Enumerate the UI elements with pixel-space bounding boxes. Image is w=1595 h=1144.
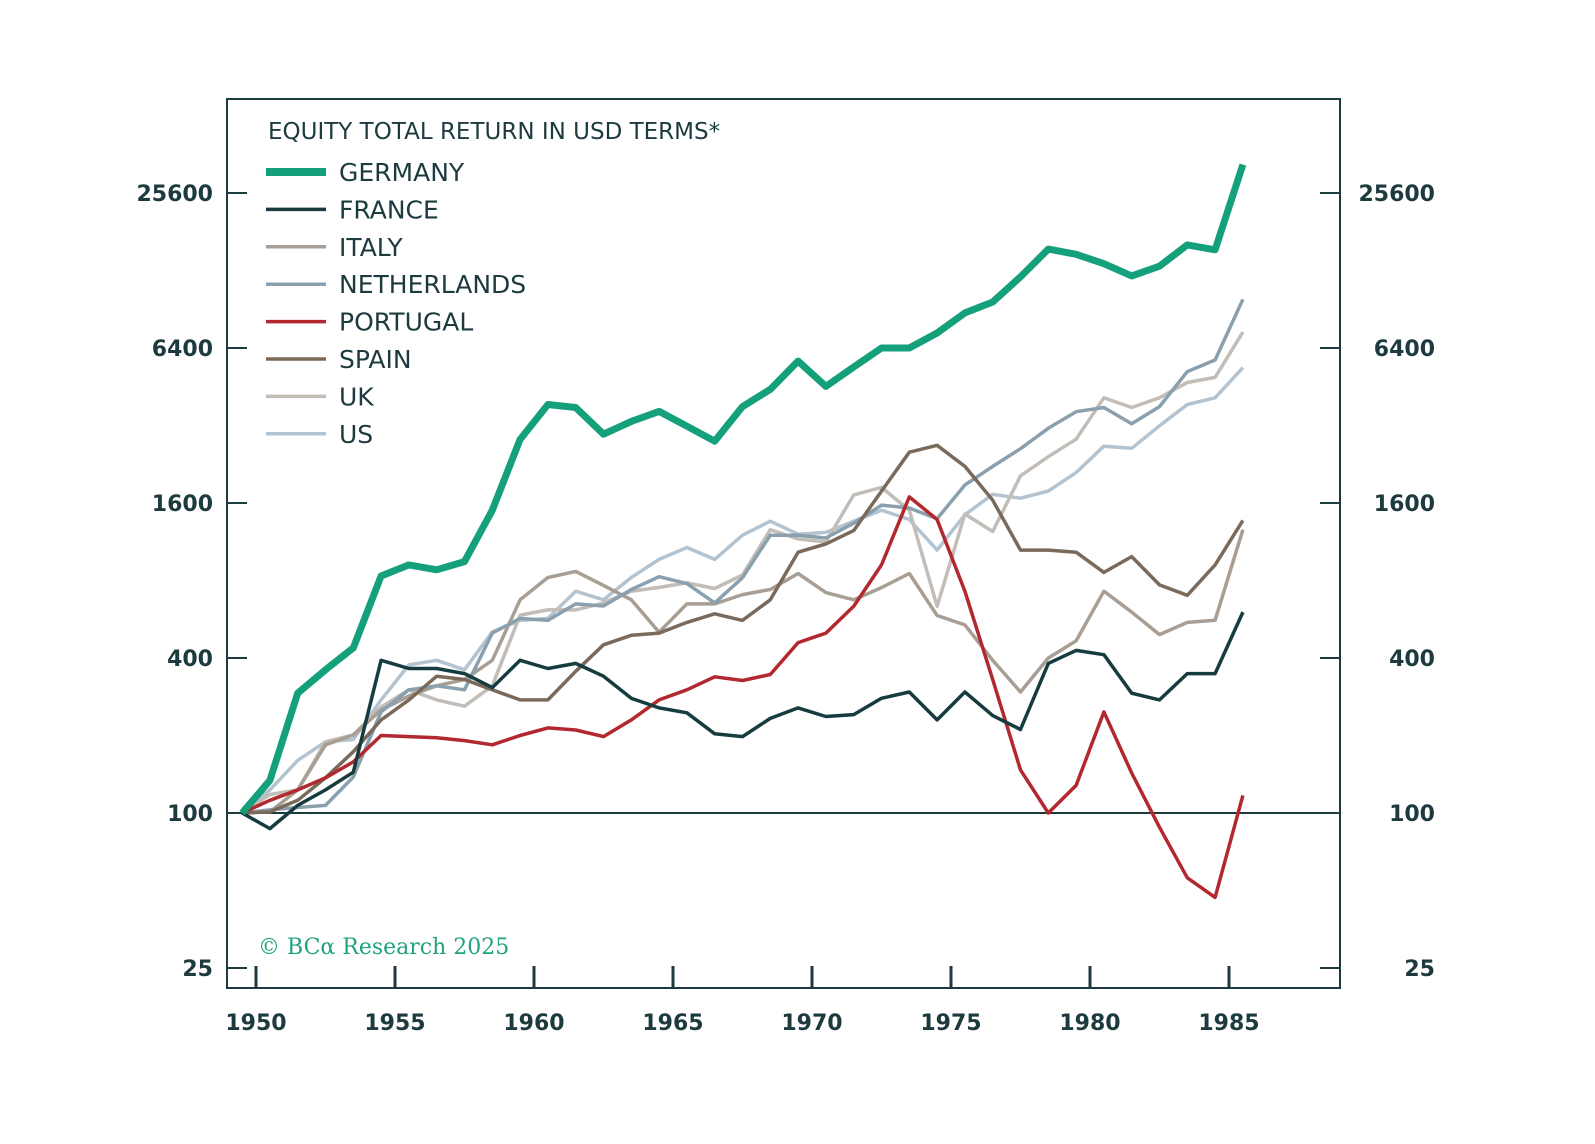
y-tick-label-right: 25600 — [1358, 182, 1435, 207]
x-tick-label: 1955 — [364, 1011, 425, 1036]
series-line-france — [241, 611, 1245, 831]
series-line-us — [240, 366, 1245, 815]
chart-title: EQUITY TOTAL RETURN IN USD TERMS* — [268, 119, 720, 145]
y-tick-label-right: 1600 — [1374, 492, 1435, 517]
y-tick-label-left: 25600 — [136, 182, 213, 207]
series-line-germany — [239, 163, 1247, 816]
legend-label-france: FRANCE — [339, 195, 439, 224]
legend: EQUITY TOTAL RETURN IN USD TERMS* GERMAN… — [266, 119, 720, 449]
x-tick-label: 1985 — [1198, 1011, 1259, 1036]
y-tick-label-left: 100 — [167, 802, 213, 827]
x-tick-label: 1960 — [503, 1011, 564, 1036]
y-tick-label-right: 6400 — [1374, 337, 1435, 362]
y-tick-label-right: 400 — [1389, 647, 1435, 672]
x-tick-label: 1980 — [1059, 1011, 1120, 1036]
y-tick-label-left: 6400 — [152, 337, 213, 362]
y-tick-label-right: 100 — [1389, 802, 1435, 827]
x-tick-label: 1950 — [225, 1011, 286, 1036]
x-tick-label: 1965 — [642, 1011, 703, 1036]
legend-label-germany: GERMANY — [339, 158, 465, 187]
legend-label-portugal: PORTUGAL — [339, 308, 473, 337]
x-tick-label: 1975 — [920, 1011, 981, 1036]
series-line-spain — [242, 443, 1245, 815]
legend-label-italy: ITALY — [339, 233, 403, 262]
plot-frame — [226, 98, 1341, 989]
series-line-netherlands — [241, 298, 1245, 815]
legend-label-spain: SPAIN — [339, 345, 412, 374]
series-line-italy — [242, 529, 1245, 815]
credit-text: © BCα Research 2025 — [258, 935, 509, 960]
legend-label-netherlands: NETHERLANDS — [339, 270, 526, 299]
y-tick-label-right: 25 — [1404, 957, 1435, 982]
x-tick-label: 1970 — [781, 1011, 842, 1036]
legend-label-uk: UK — [339, 382, 374, 411]
series-line-portugal — [241, 495, 1245, 900]
legend-label-us: US — [339, 420, 373, 449]
axes: 25 25 100 100 400 400 1600 1600 6400 6400 25600 256… — [136, 182, 1435, 1036]
y-tick-label-left: 1600 — [152, 492, 213, 517]
series-lines — [239, 163, 1247, 900]
y-tick-label-left: 400 — [167, 647, 213, 672]
y-tick-label-left: 25 — [182, 957, 213, 982]
